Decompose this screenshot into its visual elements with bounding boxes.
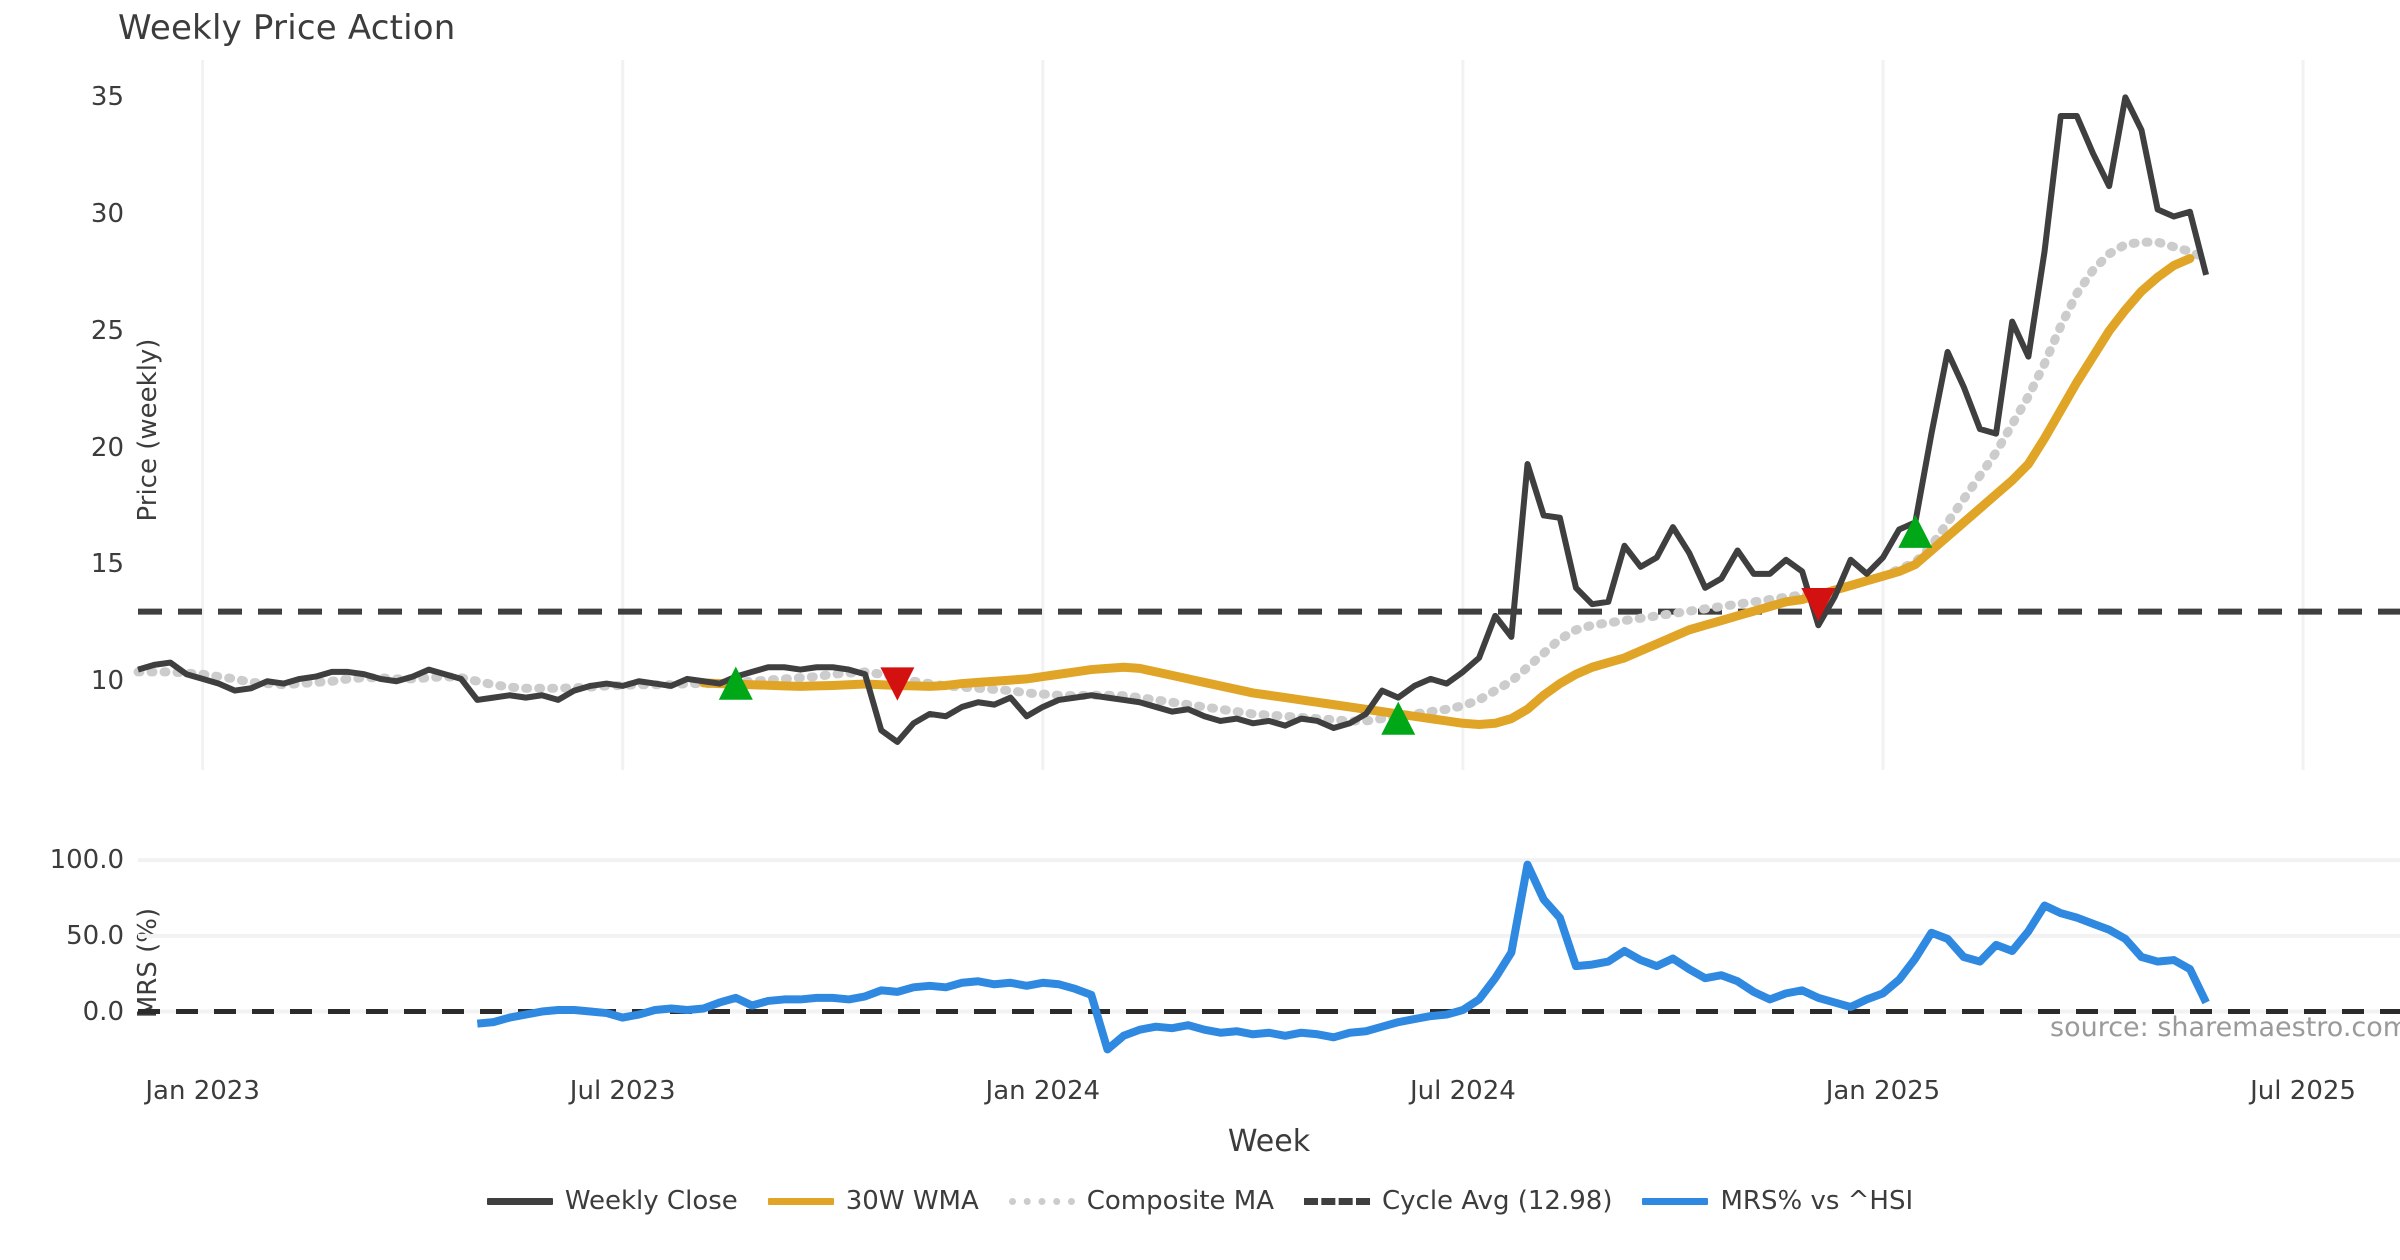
- x-axis-title: Week: [1227, 1124, 1311, 1159]
- mrs-plot: [138, 858, 2400, 1054]
- legend-swatch: [1642, 1197, 1709, 1205]
- source-watermark: source: sharemaestro.com: [2050, 1012, 2400, 1043]
- legend-item[interactable]: MRS% vs ^HSI: [1642, 1186, 1913, 1216]
- mrs-y-tick: 0.0: [82, 996, 124, 1027]
- x-tick: Jan 2025: [1825, 1076, 1941, 1106]
- price-y-tick: 15: [90, 549, 124, 580]
- legend-item[interactable]: Composite MA: [1008, 1186, 1274, 1216]
- page-title: Weekly Price Action: [118, 8, 456, 48]
- price-panel: Price (weekly) 10 15 20 25 30 35: [91, 60, 2400, 770]
- legend-item[interactable]: Weekly Close: [486, 1186, 738, 1216]
- buy-marker: [1381, 701, 1416, 735]
- legend-label: MRS% vs ^HSI: [1720, 1186, 1914, 1216]
- legend-swatch: [486, 1197, 553, 1205]
- sell-marker: [880, 667, 915, 701]
- price-y-tick: 10: [90, 666, 124, 697]
- mrs-y-tick: 100.0: [49, 845, 124, 876]
- legend-label: Cycle Avg (12.98): [1382, 1186, 1613, 1216]
- price-y-tick: 30: [90, 199, 124, 230]
- legend-swatch: [1008, 1197, 1075, 1205]
- legend-item[interactable]: Cycle Avg (12.98): [1304, 1186, 1612, 1216]
- x-tick: Jul 2023: [569, 1076, 676, 1106]
- chart-legend: Weekly Close 30W WMA Composite MA Cycle Avg…: [0, 1186, 2400, 1216]
- x-tick: Jul 2024: [1409, 1076, 1516, 1106]
- wma30-line: [699, 254, 2195, 729]
- weekly-close-line: [137, 94, 2210, 745]
- legend-label: 30W WMA: [845, 1186, 979, 1216]
- mrs-panel: MRS (%) 0.0 50.0 100.0 Jan 2023 Jul 2023 Jan…: [50, 845, 2400, 1106]
- buy-marker: [1898, 514, 1933, 548]
- x-tick: Jan 2024: [985, 1076, 1101, 1106]
- sell-marker: [1801, 588, 1836, 622]
- x-tick: Jul 2025: [2250, 1076, 2356, 1106]
- buy-marker: [718, 666, 753, 700]
- mrs-y-tick: 50.0: [66, 920, 124, 951]
- price-plot: [133, 60, 2400, 770]
- legend-swatch: [767, 1197, 834, 1205]
- composite-ma-line: [133, 237, 2211, 726]
- price-y-tick: 20: [90, 432, 124, 463]
- legend-swatch: [1304, 1197, 1370, 1205]
- legend-label: Weekly Close: [564, 1186, 738, 1216]
- legend-item[interactable]: 30W WMA: [767, 1186, 979, 1216]
- legend-label: Composite MA: [1086, 1186, 1274, 1216]
- price-y-tick: 35: [90, 82, 124, 113]
- price-y-tick: 25: [90, 315, 124, 346]
- x-tick: Jan 2023: [145, 1076, 260, 1106]
- mrs-line: [476, 860, 2210, 1054]
